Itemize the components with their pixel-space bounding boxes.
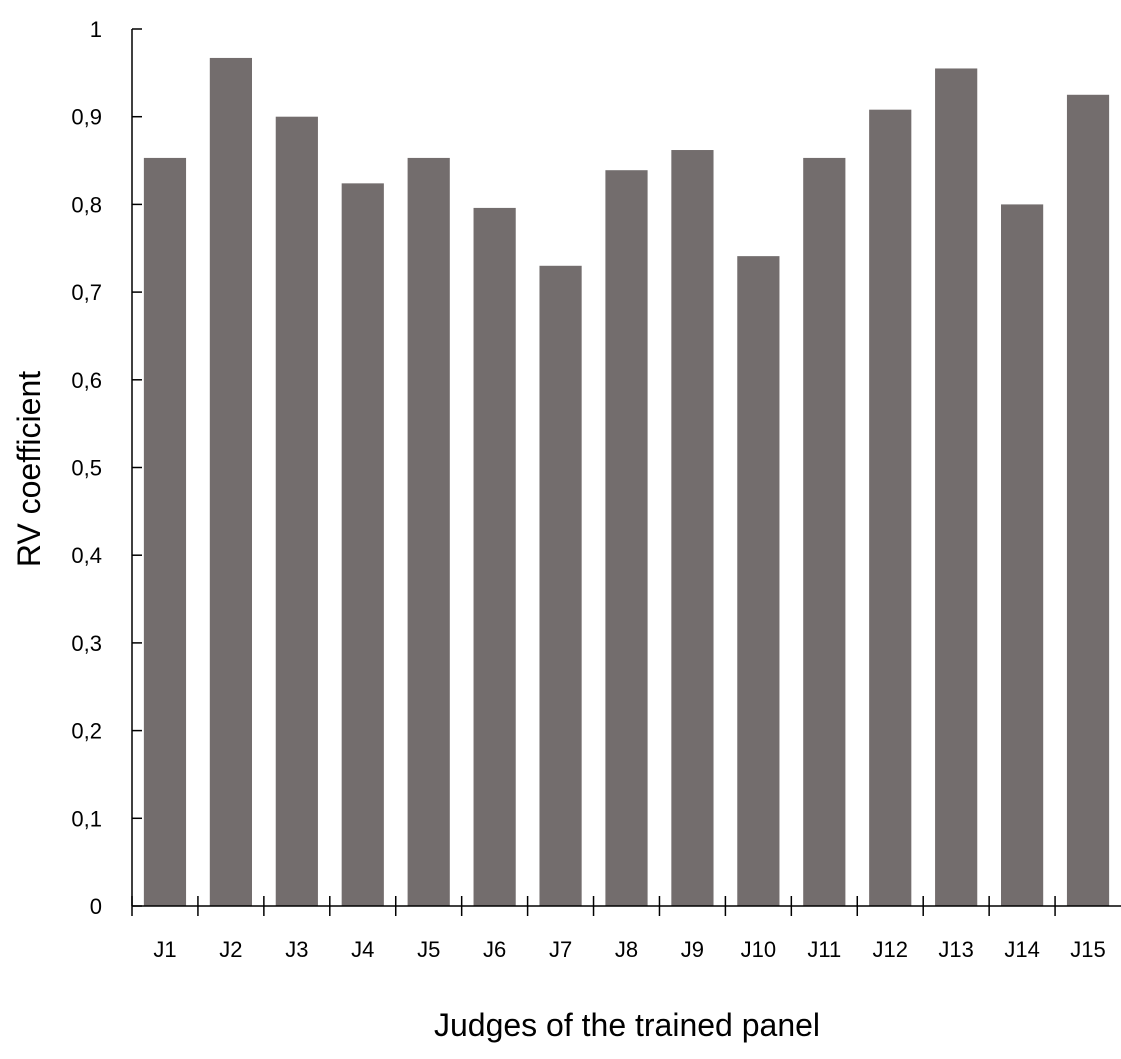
bar-j8: [605, 170, 648, 906]
y-tick-label: 0: [90, 894, 102, 919]
x-tick-label-j4: J4: [351, 937, 374, 962]
x-tick-label-j13: J13: [938, 937, 973, 962]
bar-j7: [539, 265, 582, 906]
bar-j9: [671, 150, 714, 906]
x-axis-title: Judges of the trained panel: [434, 1007, 820, 1043]
bar-j4: [341, 183, 384, 907]
bar-j12: [869, 109, 912, 906]
bar-j3: [275, 116, 318, 906]
x-tick-label-j2: J2: [219, 937, 242, 962]
y-tick-label: 0,5: [71, 456, 102, 481]
y-tick-label: 1: [90, 17, 102, 42]
y-tick-label: 0,9: [71, 105, 102, 130]
bar-j2: [209, 57, 252, 907]
bar-j15: [1066, 94, 1110, 906]
x-tick-label-j9: J9: [681, 937, 704, 962]
y-axis-title: RV coefficient: [11, 371, 47, 567]
x-tick-label-j8: J8: [615, 937, 638, 962]
bar-j6: [473, 207, 516, 906]
bar-j5: [407, 157, 450, 906]
x-tick-label-j7: J7: [549, 937, 572, 962]
y-tick-label: 0,7: [71, 280, 102, 305]
x-tick-label-j5: J5: [417, 937, 440, 962]
bar-j13: [935, 68, 978, 907]
bar-j11: [803, 157, 846, 906]
x-tick-label-j14: J14: [1004, 937, 1039, 962]
bars-layer: [143, 57, 1110, 907]
x-tick-label-j1: J1: [153, 937, 176, 962]
y-ticks: 0 0,1 0,2 0,3 0,4 0,5 0,6 0,7 0,8 0,9 1: [71, 17, 142, 919]
y-tick-label: 0,6: [71, 368, 102, 393]
bar-j14: [1001, 204, 1044, 906]
bar-j10: [737, 256, 780, 906]
bar-j1: [143, 157, 187, 906]
x-tick-label-j11: J11: [807, 937, 841, 962]
x-tick-label-j15: J15: [1070, 937, 1105, 962]
x-tick-label-j6: J6: [483, 937, 506, 962]
y-tick-label: 0,2: [71, 719, 102, 744]
x-tick-label-j12: J12: [872, 937, 907, 962]
y-tick-label: 0,8: [71, 192, 102, 217]
y-tick-label: 0,1: [71, 806, 102, 831]
x-tick-label-j10: J10: [741, 937, 776, 962]
y-tick-label: 0,3: [71, 631, 102, 656]
y-tick-label: 0,4: [71, 543, 102, 568]
x-tick-label-j3: J3: [285, 937, 308, 962]
x-ticks: J1 J2 J3 J4 J5 J6 J7 J8 J9 J10 J11 J12 J13 J14 J15: [131, 896, 1106, 962]
